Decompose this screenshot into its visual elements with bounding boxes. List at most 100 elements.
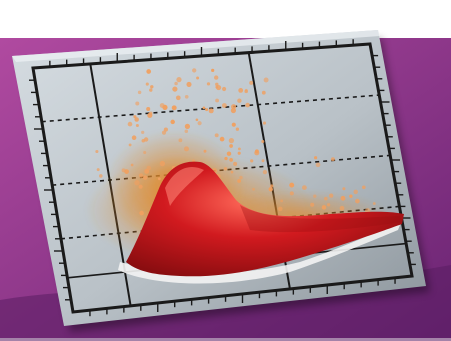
- scatter-point: [146, 69, 152, 74]
- scatter-point: [237, 179, 241, 183]
- scatter-point: [211, 68, 215, 73]
- scatter-point: [289, 191, 294, 196]
- scatter-point: [231, 104, 237, 110]
- scatter-point: [203, 149, 207, 153]
- scatter-point: [205, 108, 209, 112]
- scatter-point: [250, 159, 254, 163]
- peak-ridge-shade: [240, 205, 402, 233]
- axis-ticks: [29, 39, 416, 317]
- scatter-point: [137, 90, 142, 95]
- scatter-point: [184, 94, 189, 99]
- scatter-point: [329, 193, 334, 198]
- scatter-point: [99, 174, 103, 178]
- scatter-point: [163, 127, 168, 132]
- scatter-point: [249, 80, 254, 85]
- scatter-point: [215, 98, 220, 103]
- scatter-point: [197, 121, 202, 126]
- scatter-point: [162, 104, 168, 110]
- scatter-point: [174, 81, 178, 86]
- scatter-point: [238, 87, 244, 93]
- scatter-point: [315, 162, 321, 168]
- scatter-point: [361, 185, 366, 190]
- scatter-point: [146, 106, 151, 112]
- scatter-point: [149, 111, 153, 115]
- scatter-point: [235, 127, 240, 131]
- scatter-point: [143, 137, 149, 142]
- scatter-point: [239, 175, 243, 180]
- scatter-point: [229, 158, 233, 162]
- scatter-point: [127, 121, 133, 127]
- scatter-point: [342, 187, 346, 191]
- scatter-point: [178, 138, 183, 143]
- scatter-point: [206, 82, 211, 86]
- scatter-point: [96, 168, 100, 172]
- scatter-point: [159, 160, 166, 167]
- scatter-point: [196, 76, 200, 80]
- scatter-point: [339, 205, 345, 211]
- scatter-point: [183, 146, 190, 152]
- scatter-point: [221, 103, 227, 108]
- scatter-point: [138, 184, 143, 189]
- scatter-point: [161, 130, 167, 135]
- scatter-point: [372, 202, 376, 205]
- scatter-point: [349, 194, 353, 198]
- scatter-point: [195, 118, 199, 122]
- plate-top-edge-highlight: [12, 30, 380, 62]
- scatter-point: [215, 82, 219, 87]
- scatter-point: [214, 133, 219, 138]
- scatter-point: [135, 101, 140, 106]
- scatter-point: [263, 77, 269, 83]
- plot-frame: [31, 42, 414, 314]
- scatter-point: [244, 89, 248, 94]
- scatter-point: [230, 107, 236, 114]
- scatter-point: [175, 95, 181, 101]
- scatter-point: [135, 123, 139, 128]
- scatter-point: [134, 180, 140, 186]
- scatter-point: [321, 205, 327, 210]
- scatter-point: [95, 149, 99, 154]
- scatter-point: [142, 175, 148, 180]
- scatter-point: [150, 85, 154, 89]
- scatter-point: [278, 206, 283, 212]
- scatter-point: [289, 182, 295, 188]
- scatter-point: [186, 81, 192, 87]
- scatter-point: [252, 187, 256, 191]
- scatter-point: [237, 151, 241, 155]
- scatter-point: [130, 163, 134, 167]
- scatter-point: [144, 168, 150, 174]
- scatter-point: [171, 105, 177, 111]
- scatter-point: [262, 169, 268, 175]
- scatter-point: [208, 108, 214, 114]
- scatter-point: [157, 177, 161, 181]
- scatter-point: [192, 68, 197, 73]
- scatter-point: [330, 157, 335, 162]
- scatter-point: [145, 82, 149, 86]
- scatter-point: [231, 122, 236, 127]
- scatter-point: [223, 167, 228, 171]
- scatter-point: [313, 194, 317, 198]
- scatter-point: [261, 90, 266, 95]
- scatter-point: [149, 88, 153, 92]
- scatter-point: [314, 156, 318, 160]
- scatter-point: [214, 75, 219, 80]
- scatter-point: [128, 143, 132, 147]
- density-peak: [126, 161, 404, 277]
- scatter-point: [326, 203, 331, 207]
- scatter-point: [340, 195, 346, 201]
- scatter-point: [237, 98, 242, 103]
- scatter-point: [353, 189, 358, 195]
- scatter-point: [219, 136, 225, 142]
- scatter-point: [324, 196, 328, 201]
- scatter-point: [131, 135, 137, 140]
- scatter-point: [172, 86, 178, 92]
- scatter-point: [146, 165, 151, 171]
- scatter-point: [310, 202, 315, 207]
- scatter-point: [228, 137, 235, 144]
- scatter-point: [184, 123, 191, 130]
- scatter-point: [141, 130, 145, 135]
- scatter-point: [233, 161, 238, 166]
- scatter-point: [215, 85, 219, 89]
- scatter-point: [268, 187, 273, 192]
- scatter-point: [224, 156, 228, 161]
